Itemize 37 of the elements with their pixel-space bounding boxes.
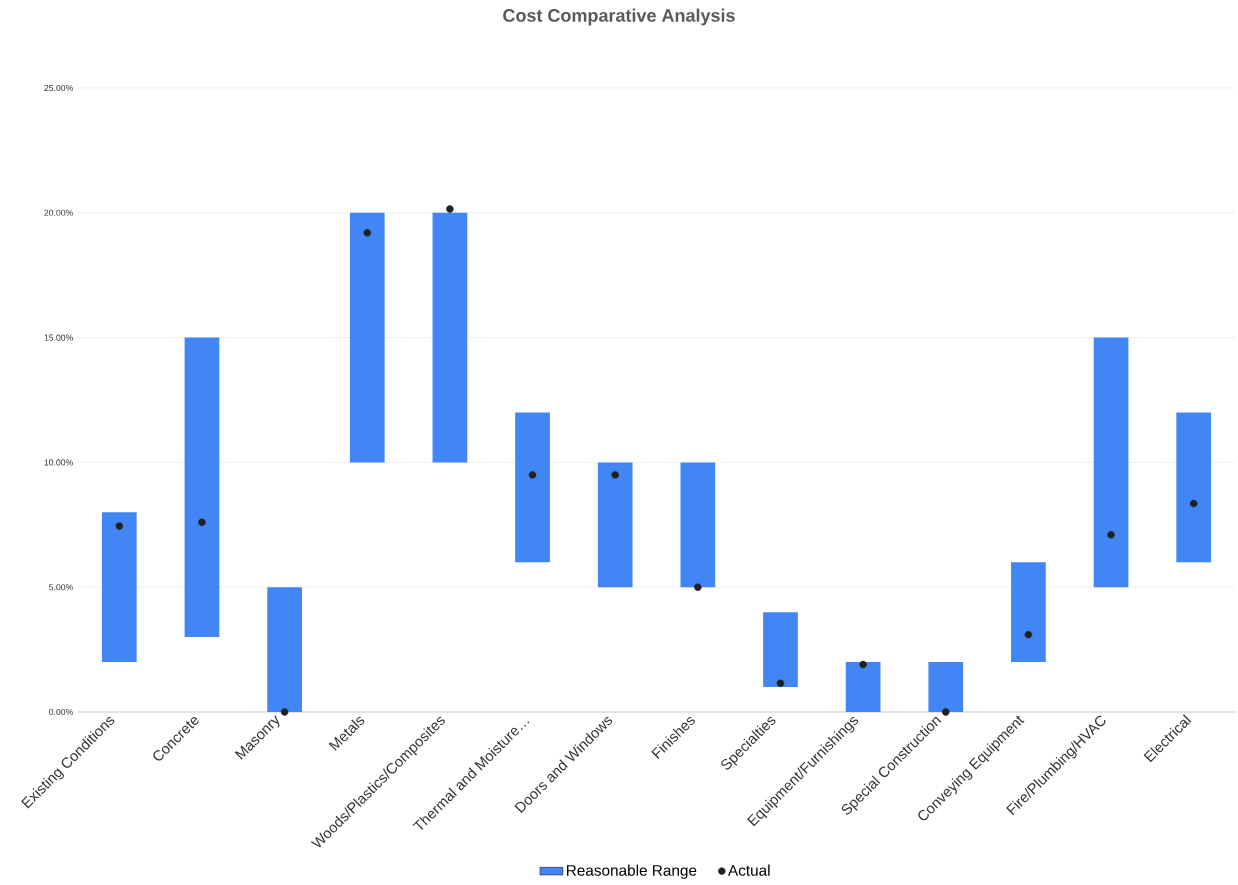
bar: [680, 462, 716, 588]
point: [280, 708, 289, 716]
bar: [1093, 337, 1129, 588]
y-tick-label: 5.00%: [49, 584, 73, 591]
bar: [1011, 562, 1046, 663]
point: [198, 518, 206, 527]
point: [1189, 499, 1198, 508]
legend-label: Reasonable Range: [566, 864, 697, 879]
point: [363, 229, 371, 237]
chart-title: Cost Comparative Analysis: [503, 8, 735, 26]
bar: [432, 212, 468, 463]
point: [942, 708, 950, 716]
point: [446, 205, 454, 213]
y-tick-label: 25.00%: [44, 84, 73, 92]
bar: [928, 662, 964, 712]
y-tick-label: 15.00%: [44, 334, 73, 341]
point: [776, 679, 785, 688]
bar: [349, 212, 385, 463]
point: [1107, 531, 1115, 539]
bar: [845, 662, 881, 712]
point: [528, 471, 537, 479]
bar: [267, 587, 302, 712]
bar: [1176, 412, 1212, 563]
y-tick-label: 10.00%: [44, 459, 73, 466]
y-tick-label: 0.00%: [49, 708, 73, 716]
point: [694, 583, 702, 591]
bar: [515, 412, 550, 563]
bar: [184, 337, 220, 638]
bar: [763, 612, 798, 688]
point: [1024, 630, 1033, 639]
bar: [101, 512, 137, 663]
legend-label: Actual: [727, 864, 770, 876]
y-tick-label: 20.00%: [44, 209, 73, 216]
point: [859, 660, 867, 669]
point: [115, 522, 124, 530]
bar: [597, 462, 633, 588]
point: [611, 471, 619, 479]
